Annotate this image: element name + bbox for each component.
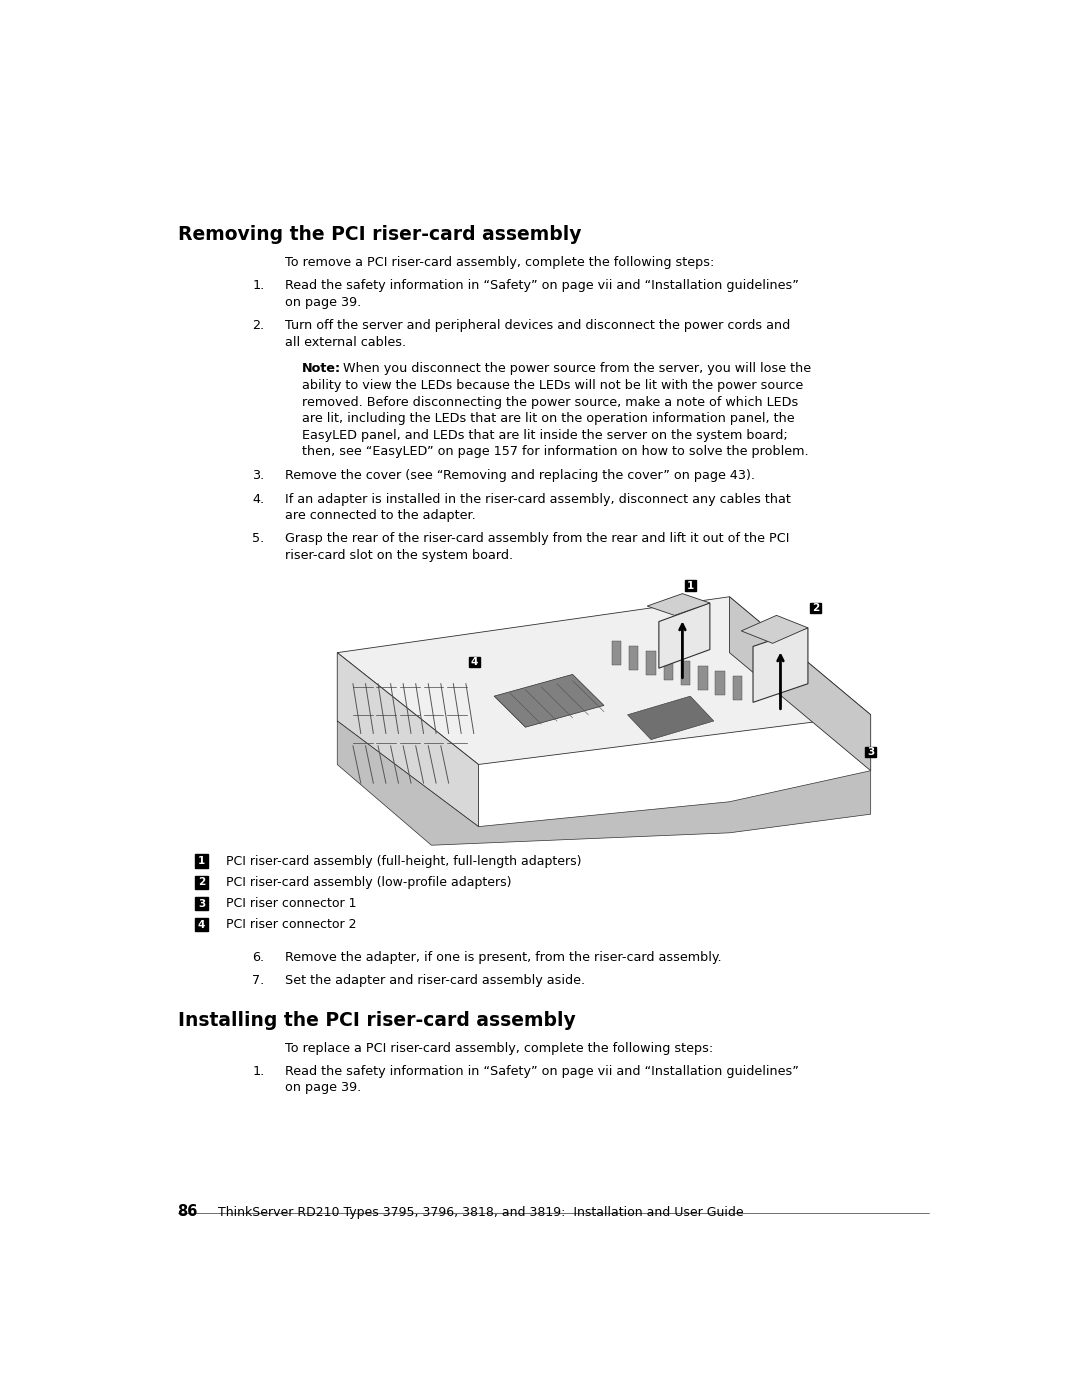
Text: on page 39.: on page 39. (284, 1081, 361, 1094)
Text: Remove the cover (see “Removing and replacing the cover” on page 43).: Remove the cover (see “Removing and repl… (284, 469, 755, 482)
Polygon shape (659, 604, 710, 668)
Polygon shape (680, 661, 690, 685)
Text: Set the adapter and riser-card assembly aside.: Set the adapter and riser-card assembly … (284, 974, 584, 986)
Text: 3: 3 (867, 747, 875, 757)
Text: 86: 86 (177, 1204, 198, 1218)
Text: 5.: 5. (252, 532, 265, 545)
Text: Read the safety information in “Safety” on page vii and “Installation guidelines: Read the safety information in “Safety” … (284, 1065, 798, 1077)
FancyBboxPatch shape (194, 918, 208, 932)
Text: 1.: 1. (252, 1065, 265, 1077)
Polygon shape (647, 594, 710, 615)
Polygon shape (646, 651, 656, 675)
Text: 1.: 1. (252, 279, 265, 292)
Polygon shape (337, 721, 870, 845)
Text: EasyLED panel, and LEDs that are lit inside the server on the system board;: EasyLED panel, and LEDs that are lit ins… (301, 429, 787, 441)
Text: Turn off the server and peripheral devices and disconnect the power cords and: Turn off the server and peripheral devic… (284, 319, 789, 332)
Text: ThinkServer RD210 Types 3795, 3796, 3818, and 3819:  Installation and User Guide: ThinkServer RD210 Types 3795, 3796, 3818… (218, 1206, 743, 1218)
Text: on page 39.: on page 39. (284, 296, 361, 309)
FancyBboxPatch shape (865, 746, 876, 757)
Text: 2: 2 (198, 877, 205, 887)
Polygon shape (629, 647, 638, 671)
FancyBboxPatch shape (194, 876, 208, 888)
Text: 4: 4 (198, 919, 205, 930)
Text: 2: 2 (812, 604, 820, 613)
FancyBboxPatch shape (810, 602, 821, 613)
Text: removed. Before disconnecting the power source, make a note of which LEDs: removed. Before disconnecting the power … (301, 395, 798, 408)
Polygon shape (663, 657, 673, 680)
Text: 1: 1 (198, 856, 205, 866)
Text: then, see “EasyLED” on page 157 for information on how to solve the problem.: then, see “EasyLED” on page 157 for info… (301, 446, 808, 458)
Polygon shape (495, 675, 604, 728)
Text: 6.: 6. (253, 951, 265, 964)
Text: are lit, including the LEDs that are lit on the operation information panel, the: are lit, including the LEDs that are lit… (301, 412, 794, 425)
Polygon shape (611, 641, 621, 665)
Text: are connected to the adapter.: are connected to the adapter. (284, 509, 475, 522)
Polygon shape (715, 672, 725, 694)
Text: 2.: 2. (253, 319, 265, 332)
Text: 4.: 4. (253, 493, 265, 506)
FancyBboxPatch shape (685, 580, 696, 591)
Text: riser-card slot on the system board.: riser-card slot on the system board. (284, 549, 513, 562)
Text: When you disconnect the power source from the server, you will lose the: When you disconnect the power source fro… (339, 362, 811, 376)
Text: 3: 3 (198, 898, 205, 908)
Text: PCI riser connector 2: PCI riser connector 2 (226, 918, 356, 932)
Polygon shape (337, 652, 478, 827)
Text: Removing the PCI riser-card assembly: Removing the PCI riser-card assembly (177, 225, 581, 244)
Text: 4: 4 (471, 657, 478, 666)
Polygon shape (698, 666, 707, 690)
Text: PCI riser connector 1: PCI riser connector 1 (226, 897, 356, 909)
Text: To replace a PCI riser-card assembly, complete the following steps:: To replace a PCI riser-card assembly, co… (284, 1042, 713, 1055)
Text: Installing the PCI riser-card assembly: Installing the PCI riser-card assembly (177, 1011, 576, 1030)
Polygon shape (741, 615, 808, 644)
Text: Note:: Note: (301, 362, 341, 376)
Text: ability to view the LEDs because the LEDs will not be lit with the power source: ability to view the LEDs because the LED… (301, 379, 802, 393)
FancyBboxPatch shape (194, 855, 208, 868)
Text: PCI riser-card assembly (full-height, full-length adapters): PCI riser-card assembly (full-height, fu… (226, 855, 581, 868)
Text: To remove a PCI riser-card assembly, complete the following steps:: To remove a PCI riser-card assembly, com… (284, 256, 714, 270)
Text: PCI riser-card assembly (low-profile adapters): PCI riser-card assembly (low-profile ada… (226, 876, 511, 888)
Polygon shape (729, 597, 870, 771)
Polygon shape (337, 597, 870, 764)
Text: If an adapter is installed in the riser-card assembly, disconnect any cables tha: If an adapter is installed in the riser-… (284, 493, 791, 506)
Text: all external cables.: all external cables. (284, 335, 406, 348)
Text: Grasp the rear of the riser-card assembly from the rear and lift it out of the P: Grasp the rear of the riser-card assembl… (284, 532, 789, 545)
Text: 7.: 7. (252, 974, 265, 986)
Polygon shape (627, 696, 714, 739)
Text: 3.: 3. (252, 469, 265, 482)
Polygon shape (732, 676, 742, 700)
Text: Read the safety information in “Safety” on page vii and “Installation guidelines: Read the safety information in “Safety” … (284, 279, 798, 292)
FancyBboxPatch shape (194, 897, 208, 911)
FancyBboxPatch shape (469, 657, 480, 668)
Text: Remove the adapter, if one is present, from the riser-card assembly.: Remove the adapter, if one is present, f… (284, 951, 721, 964)
Polygon shape (753, 627, 808, 703)
Text: 1: 1 (687, 581, 693, 591)
